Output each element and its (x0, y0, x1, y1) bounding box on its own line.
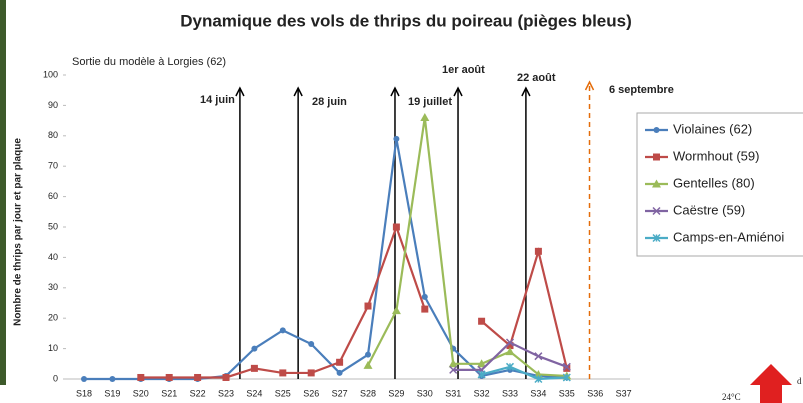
edge-strip (0, 0, 6, 385)
legend-label: Wormhout (59) (673, 148, 759, 163)
event-label: 19 juillet (408, 96, 452, 108)
x-tick-label: S19 (104, 388, 120, 398)
x-tick-label: S26 (303, 388, 319, 398)
y-tick-label: 30 (48, 282, 58, 292)
series-line (84, 139, 567, 379)
marker (421, 306, 428, 313)
x-tick-label: S31 (445, 388, 461, 398)
x-tick-label: S32 (474, 388, 490, 398)
x-tick-label: S34 (530, 388, 546, 398)
x-tick-label: S36 (587, 388, 603, 398)
x-tick-label: S25 (275, 388, 291, 398)
legend-label: Camps-en-Amiénoi (673, 229, 784, 244)
y-axis-label: Nombre de thrips par jour et par plaque (13, 138, 24, 326)
marker (422, 294, 428, 300)
marker (308, 341, 314, 347)
marker (420, 113, 429, 121)
x-tick-label: S27 (332, 388, 348, 398)
event-label: 22 août (517, 72, 556, 84)
event-label: 1er août (442, 64, 485, 76)
x-tick-label: S37 (616, 388, 632, 398)
marker (653, 154, 660, 161)
y-tick-label: 70 (48, 161, 58, 171)
footnote: 24°C (722, 392, 741, 402)
x-tick-label: S30 (417, 388, 433, 398)
marker (337, 370, 343, 376)
x-tick-label: S20 (133, 388, 149, 398)
marker (393, 224, 400, 231)
chart-subtitle: Sortie du modèle à Lorgies (62) (72, 56, 226, 68)
y-tick-label: 90 (48, 100, 58, 110)
x-tick-label: S23 (218, 388, 234, 398)
marker (280, 327, 286, 333)
x-tick-label: S18 (76, 388, 92, 398)
marker (364, 361, 373, 369)
x-tick-label: S33 (502, 388, 518, 398)
x-tick-label: S35 (559, 388, 575, 398)
marker (251, 365, 258, 372)
event-label: 6 septembre (609, 84, 674, 96)
marker (308, 369, 315, 376)
marker (336, 359, 343, 366)
event-label: 14 juin (200, 94, 235, 106)
y-tick-label: 10 (48, 343, 58, 353)
x-tick-label: S22 (190, 388, 206, 398)
y-tick-label: 50 (48, 221, 58, 231)
legend-label: Violaines (62) (673, 121, 752, 136)
marker (478, 318, 485, 325)
marker (109, 376, 115, 382)
y-tick-label: 20 (48, 313, 58, 323)
marker (535, 248, 542, 255)
legend-label: Caëstre (59) (673, 202, 745, 217)
marker (81, 376, 87, 382)
x-tick-label: S28 (360, 388, 376, 398)
y-tick-label: 0 (53, 373, 58, 383)
y-tick-label: 40 (48, 252, 58, 262)
marker (654, 127, 660, 133)
marker (279, 369, 286, 376)
marker (393, 136, 399, 142)
chart: Dynamique des vols de thrips du poireau … (0, 0, 803, 403)
x-tick-label: S21 (161, 388, 177, 398)
marker (365, 303, 372, 310)
y-tick-label: 80 (48, 130, 58, 140)
y-tick-label: 100 (43, 69, 58, 79)
y-tick-label: 60 (48, 191, 58, 201)
marker (223, 374, 230, 381)
x-tick-label: S29 (388, 388, 404, 398)
marker (251, 346, 257, 352)
marker (166, 374, 173, 381)
legend-label: Gentelles (80) (673, 175, 755, 190)
marker (194, 374, 201, 381)
x-tick-label: S24 (246, 388, 262, 398)
edge-text: d (797, 376, 802, 386)
marker (392, 306, 401, 314)
arrow-icon (750, 364, 792, 403)
series-line (368, 118, 567, 376)
marker (137, 374, 144, 381)
marker (365, 352, 371, 358)
chart-title: Dynamique des vols de thrips du poireau … (180, 11, 632, 30)
event-label: 28 juin (312, 96, 347, 108)
